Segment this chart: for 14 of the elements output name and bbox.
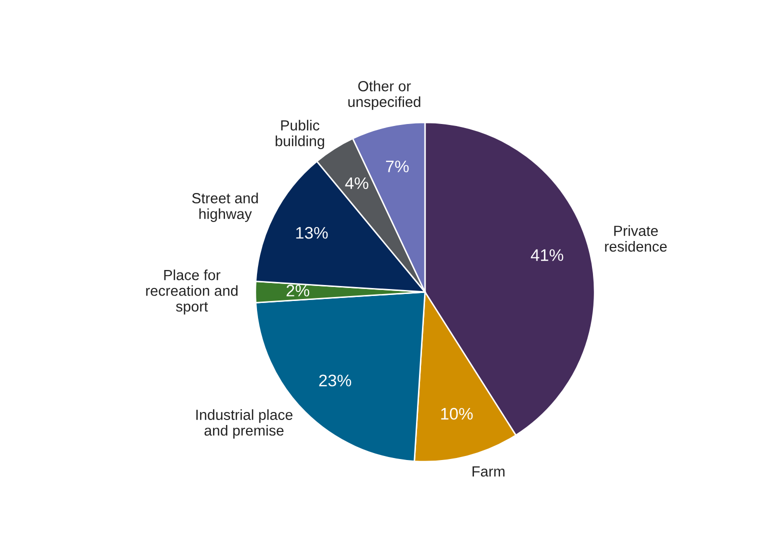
slice-label: Street and highway (192, 192, 258, 222)
data-label: 4% (345, 177, 368, 190)
data-label: 2% (286, 284, 310, 296)
slice-label: Place for recreation and sport (146, 269, 238, 315)
slice-label: Farm (472, 466, 504, 477)
data-label: 23% (319, 374, 352, 386)
slice-label: Industrial place and premise (196, 409, 292, 439)
data-label: 10% (441, 408, 473, 420)
data-label: 13% (296, 226, 328, 239)
slice-label: Public building (276, 120, 324, 150)
slice-label: Private residence (605, 225, 667, 252)
data-label: 41% (530, 249, 564, 261)
data-label: 7% (386, 160, 409, 172)
slice-label: Other or unspecified (348, 80, 420, 110)
